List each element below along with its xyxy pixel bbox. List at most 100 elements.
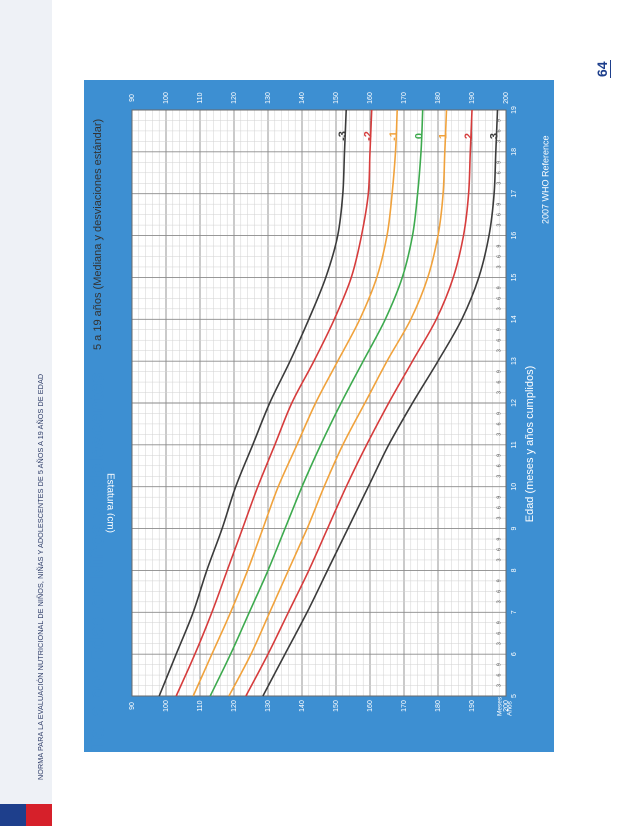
month-tick-label: 6 <box>496 632 502 635</box>
height-tick-label: 160 <box>367 700 374 712</box>
chart-title: Talla por Edad en Niños y Adolescentes <box>86 372 108 750</box>
height-tick-label-top: 100 <box>163 92 170 104</box>
height-tick-label: 150 <box>333 700 340 712</box>
series-label: 3 <box>489 133 501 139</box>
page-number: 64 <box>594 60 611 78</box>
axis-row-label: Meses <box>497 696 504 716</box>
height-tick-label-top: 170 <box>401 92 408 104</box>
month-tick-label: 9 <box>496 454 502 457</box>
month-tick-label: 6 <box>496 297 502 300</box>
series-label: -1 <box>388 131 400 141</box>
month-tick-label: 3 <box>496 391 502 394</box>
month-tick-label: 3 <box>496 600 502 603</box>
height-tick-label: 90 <box>129 702 136 710</box>
series-label: 1 <box>438 133 450 139</box>
height-tick-label: 130 <box>265 700 272 712</box>
height-tick-label-top: 140 <box>299 92 306 104</box>
month-tick-label: 6 <box>496 129 502 132</box>
series-label: -2 <box>363 131 375 141</box>
series-line-sd-2 <box>245 109 473 697</box>
year-tick-label: 16 <box>511 232 518 240</box>
month-tick-label: 9 <box>496 412 502 415</box>
month-tick-label: 6 <box>496 464 502 467</box>
height-tick-label: 180 <box>435 700 442 712</box>
year-tick-label: 10 <box>511 483 518 491</box>
year-tick-label: 5 <box>511 694 518 698</box>
series-line-sd-minus1 <box>192 109 398 697</box>
month-tick-label: 3 <box>496 475 502 478</box>
left-sidebar <box>0 0 52 826</box>
year-tick-label: 9 <box>511 527 518 531</box>
year-tick-label: 18 <box>511 148 518 156</box>
height-tick-label: 170 <box>401 700 408 712</box>
height-tick-label: 110 <box>197 700 204 711</box>
year-tick-label: 6 <box>511 652 518 656</box>
running-header: NORMA PARA LA EVALUACIÓN NUTRICIONAL DE … <box>36 373 45 780</box>
month-tick-label: 9 <box>496 203 502 206</box>
month-tick-label: 6 <box>496 674 502 677</box>
month-tick-label: 3 <box>496 307 502 310</box>
year-tick-label: 8 <box>511 568 518 572</box>
month-tick-label: 3 <box>496 182 502 185</box>
year-tick-label: 12 <box>511 399 518 407</box>
year-tick-label: 14 <box>511 315 518 323</box>
month-tick-label: 3 <box>496 684 502 687</box>
year-tick-label: 17 <box>511 190 518 198</box>
year-tick-label: 7 <box>511 610 518 614</box>
series-layer <box>158 109 499 697</box>
month-tick-label: 3 <box>496 558 502 561</box>
month-tick-label: 9 <box>496 496 502 499</box>
month-tick-label: 6 <box>496 171 502 174</box>
month-tick-label: 6 <box>496 381 502 384</box>
month-tick-label: 6 <box>496 213 502 216</box>
series-label: -3 <box>337 131 349 141</box>
series-line-sd-0 <box>209 109 424 697</box>
series-line-sd-minus3 <box>158 109 347 697</box>
height-tick-label: 140 <box>299 700 306 712</box>
height-tick-label-top: 190 <box>469 92 476 104</box>
series-line-sd-3 <box>262 109 499 697</box>
height-tick-label-top: 110 <box>197 92 204 103</box>
month-tick-label: 9 <box>496 663 502 666</box>
year-tick-label: 11 <box>511 441 518 448</box>
axis-row-label: Años <box>507 700 514 716</box>
plot-border <box>131 109 507 697</box>
month-tick-label: 9 <box>496 621 502 624</box>
series-line-sd-1 <box>228 109 448 697</box>
month-tick-label: 3 <box>496 349 502 352</box>
grid-layer <box>131 109 507 697</box>
month-tick-label: 6 <box>496 339 502 342</box>
month-tick-label: 3 <box>496 140 502 143</box>
height-tick-label: 200 <box>503 700 510 712</box>
height-tick-label-top: 160 <box>367 92 374 104</box>
chart-subtitle: 5 a 19 años (Mediana y desviaciones está… <box>92 119 104 350</box>
height-tick-label: 120 <box>231 700 238 712</box>
month-tick-label: 3 <box>496 433 502 436</box>
height-tick-label: 190 <box>469 700 476 712</box>
label-layer: 3210-1-2-3909010010011011012012013013014… <box>86 92 550 750</box>
flag-blue-stripe <box>0 804 26 826</box>
height-tick-label: 100 <box>163 700 170 712</box>
source-note: 2007 WHO Reference <box>540 135 550 224</box>
year-tick-label: 15 <box>511 273 518 281</box>
month-tick-label: 6 <box>496 548 502 551</box>
month-tick-label: 3 <box>496 224 502 227</box>
month-tick-label: 9 <box>496 161 502 164</box>
month-tick-label: 6 <box>496 506 502 509</box>
month-tick-label: 6 <box>496 255 502 258</box>
month-tick-label: 6 <box>496 590 502 593</box>
year-tick-label: 13 <box>511 357 518 365</box>
height-tick-label-top: 120 <box>231 92 238 104</box>
chart-svg: 3210-1-2-3909010010011011012012013013014… <box>84 80 554 752</box>
y-axis-label: Estatura (cm) <box>104 473 115 533</box>
series-line-sd-minus2 <box>175 109 373 697</box>
month-tick-label: 9 <box>496 245 502 248</box>
month-tick-label: 9 <box>496 119 502 122</box>
month-tick-label: 3 <box>496 265 502 268</box>
series-label: 2 <box>463 133 475 139</box>
flag-decoration <box>0 804 52 826</box>
month-tick-label: 3 <box>496 642 502 645</box>
x-axis-label: Edad (meses y años cumplidos) <box>524 366 536 523</box>
year-tick-label: 19 <box>511 106 518 114</box>
month-tick-label: 9 <box>496 579 502 582</box>
